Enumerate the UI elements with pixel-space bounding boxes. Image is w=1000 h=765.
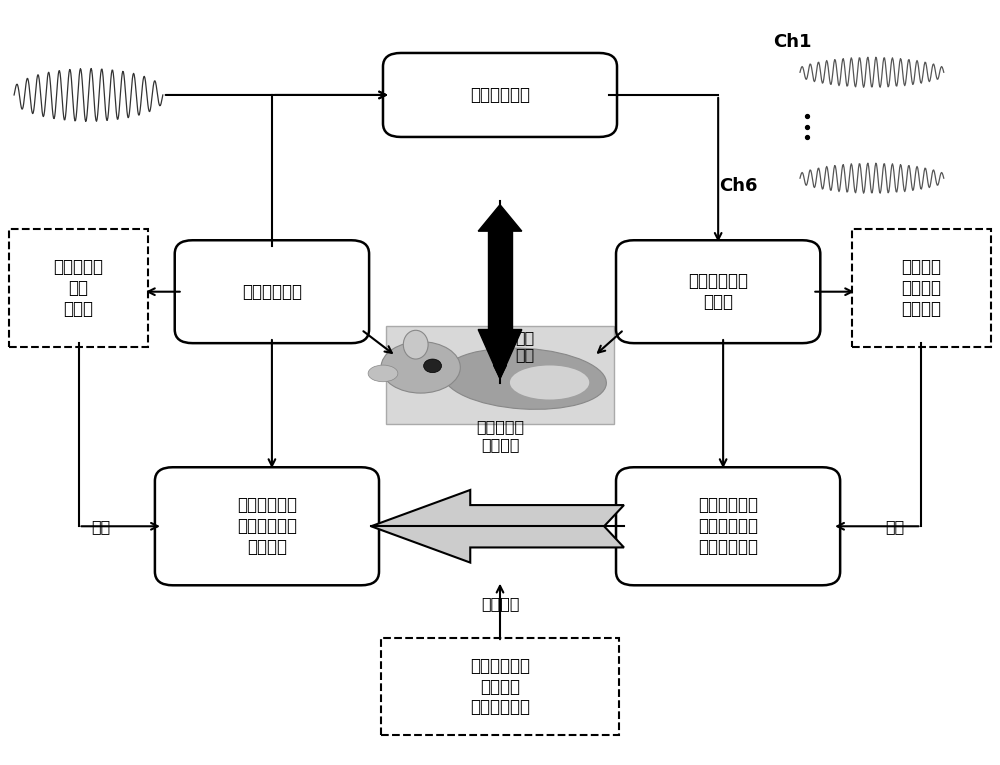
Text: 神经发放速率
发放间隔
三维空间分布: 神经发放速率 发放间隔 三维空间分布 bbox=[470, 657, 530, 717]
FancyBboxPatch shape bbox=[381, 638, 619, 735]
Text: 特定编码电刺
激信号: 特定编码电刺 激信号 bbox=[688, 272, 748, 311]
Text: 检验
评估: 检验 评估 bbox=[515, 330, 534, 363]
Text: 原始声调语音: 原始声调语音 bbox=[242, 283, 302, 301]
Text: Ch6: Ch6 bbox=[719, 177, 757, 195]
FancyBboxPatch shape bbox=[616, 467, 840, 585]
Text: 麻醉状态下
豚鼠下丘: 麻醉状态下 豚鼠下丘 bbox=[476, 419, 524, 451]
Text: 相关程度: 相关程度 bbox=[481, 596, 519, 611]
Text: 第二共振峰
基频
声压级: 第二共振峰 基频 声压级 bbox=[54, 258, 104, 317]
Ellipse shape bbox=[368, 365, 398, 382]
Polygon shape bbox=[478, 330, 522, 379]
Text: 原始语音诱发
下丘神经响应
定量模型: 原始语音诱发 下丘神经响应 定量模型 bbox=[237, 496, 297, 556]
Polygon shape bbox=[478, 205, 522, 231]
Text: 特定编码语音
诱发下丘神经
响应定量模型: 特定编码语音 诱发下丘神经 响应定量模型 bbox=[698, 496, 758, 556]
Ellipse shape bbox=[443, 348, 606, 409]
Text: 影响: 影响 bbox=[885, 519, 904, 534]
FancyBboxPatch shape bbox=[616, 240, 820, 343]
FancyBboxPatch shape bbox=[175, 240, 369, 343]
FancyBboxPatch shape bbox=[383, 53, 617, 137]
FancyBboxPatch shape bbox=[386, 326, 614, 424]
FancyBboxPatch shape bbox=[155, 467, 379, 585]
Text: 语音编码策略: 语音编码策略 bbox=[470, 86, 530, 104]
Ellipse shape bbox=[510, 366, 589, 399]
Text: 影响: 影响 bbox=[92, 519, 111, 534]
FancyBboxPatch shape bbox=[9, 230, 148, 347]
Text: Ch1: Ch1 bbox=[773, 33, 812, 51]
Circle shape bbox=[424, 359, 441, 373]
FancyBboxPatch shape bbox=[852, 230, 991, 347]
Ellipse shape bbox=[403, 330, 428, 359]
Ellipse shape bbox=[381, 342, 460, 393]
Polygon shape bbox=[371, 490, 624, 562]
Text: 刺激强度
刺激频率
刺激位置: 刺激强度 刺激频率 刺激位置 bbox=[901, 258, 941, 317]
FancyBboxPatch shape bbox=[488, 231, 512, 330]
